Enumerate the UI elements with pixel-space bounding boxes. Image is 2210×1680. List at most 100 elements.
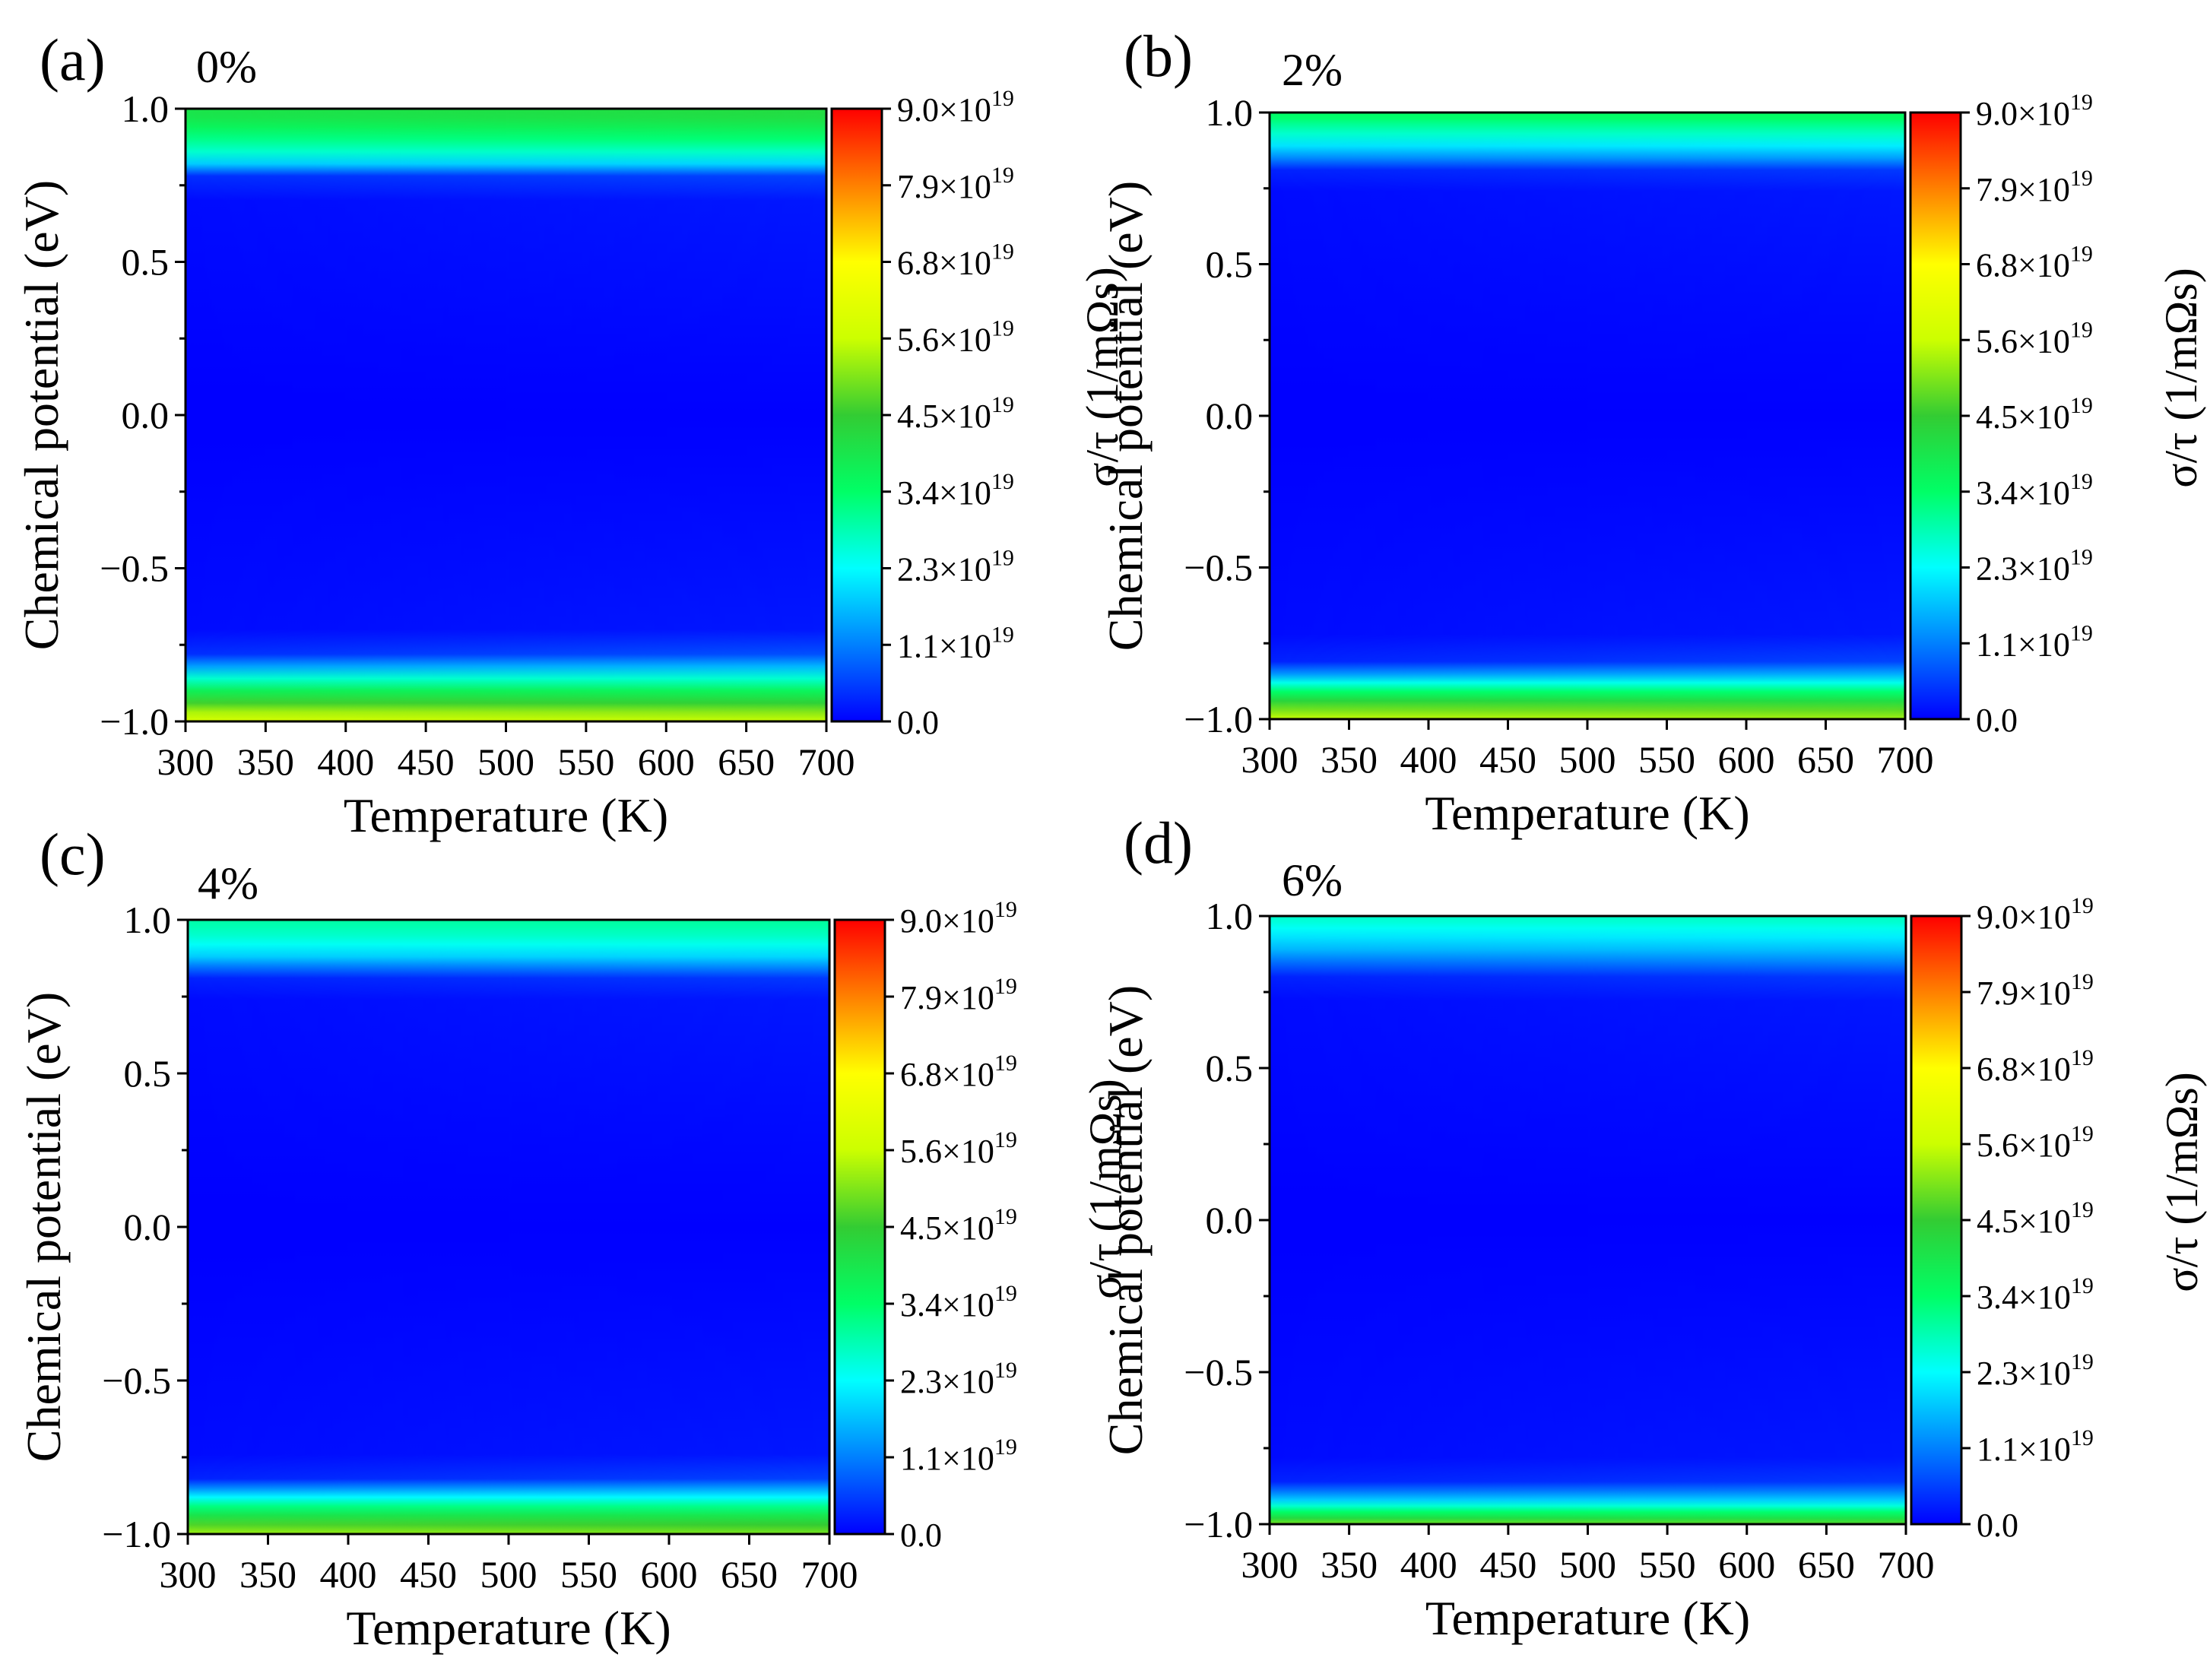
x-tick-label: 500 <box>477 740 534 783</box>
colorbar-tick-exponent: 19 <box>994 1051 1017 1076</box>
x-tick-label: 300 <box>1241 1543 1298 1586</box>
x-tick-label: 550 <box>1639 1543 1696 1586</box>
x-tick-label: 350 <box>1321 1543 1378 1586</box>
y-tick-label: −1.0 <box>1184 1503 1253 1545</box>
y-tick-label: 0.0 <box>124 1206 172 1248</box>
panel-c: (c) 4% 300 350 400 450 500 550 600 650 700 Temperat… <box>17 821 1130 1655</box>
colorbar-tick-label: 3.4×1019 <box>900 1281 1017 1323</box>
colorbar-tick-label: 0.0 <box>897 704 939 741</box>
colorbar-tick-exponent: 19 <box>994 1204 1017 1229</box>
colorbar-tick-label: 6.8×1019 <box>1976 242 2093 284</box>
y-axis-title: Chemical potential (eV) <box>14 180 68 650</box>
panel-a: (a) 0% 300 350 400 450 500 550 600 650 700 Temperat… <box>14 27 1127 842</box>
colorbar-tick-exponent: 19 <box>991 86 1014 111</box>
colorbar-tick-label: 9.0×1019 <box>1976 90 2093 132</box>
x-tick-label: 450 <box>1479 738 1536 781</box>
x-tick-label: 450 <box>398 740 455 783</box>
y-tick-label: −1.0 <box>102 1513 171 1555</box>
colorbar-title: σ/τ (1/mΩs) <box>1077 267 1127 487</box>
y-axis-title: Chemical potential (eV) <box>1099 985 1153 1455</box>
heatmap-field-700K <box>188 920 829 1534</box>
y-tick-label: 1.0 <box>1206 91 1254 134</box>
y-tick-label: 0.0 <box>122 394 170 436</box>
colorbar-tick-exponent: 19 <box>2071 893 2094 918</box>
colorbar-tick-exponent: 19 <box>991 622 1014 647</box>
colorbar-tick-label: 7.9×1019 <box>900 974 1017 1016</box>
colorbar-tick-label: 9.0×1019 <box>900 897 1017 940</box>
panel-label: (d) <box>1124 810 1193 876</box>
colorbar-title: σ/τ (1/mΩs) <box>2156 268 2206 487</box>
x-tick-label: 500 <box>1559 1543 1616 1586</box>
colorbar-tick-label: 2.3×1019 <box>1976 545 2093 588</box>
x-tick-label: 300 <box>157 740 214 783</box>
colorbar-tick-label: 1.1×1019 <box>1977 1425 2094 1468</box>
colorbar-tick-exponent: 19 <box>991 239 1014 265</box>
x-tick-label: 300 <box>160 1553 217 1596</box>
x-tick-label: 600 <box>638 740 695 783</box>
colorbar-tick-exponent: 19 <box>2070 242 2093 267</box>
colorbar-tick-label: 0.0 <box>1976 702 2018 739</box>
colorbar-tick-exponent: 19 <box>991 392 1014 417</box>
colorbar-tick-exponent: 19 <box>994 1434 1017 1460</box>
colorbar-tick-label: 1.1×1019 <box>900 1434 1017 1477</box>
colorbar-tick-label: 5.6×1019 <box>1976 317 2093 360</box>
y-tick-label: 0.0 <box>1206 1199 1254 1241</box>
colorbar-tick-label: 6.8×1019 <box>897 239 1014 282</box>
x-tick-label: 400 <box>317 740 374 783</box>
x-tick-label: 550 <box>557 740 614 783</box>
colorbar-tick-label: 5.6×1019 <box>897 315 1014 358</box>
colorbar-tick-label: 0.0 <box>1977 1507 2018 1544</box>
colorbar-tick-label: 9.0×1019 <box>897 86 1014 128</box>
colorbar-tick-label: 6.8×1019 <box>1977 1045 2094 1088</box>
heatmap-field-700K <box>185 109 826 721</box>
colorbar-tick-label: 5.6×1019 <box>900 1127 1017 1170</box>
y-axis-title: Chemical potential (eV) <box>17 992 71 1462</box>
x-axis-title: Temperature (K) <box>346 1601 671 1655</box>
y-tick-label: −0.5 <box>102 1359 171 1402</box>
colorbar-tick-label: 5.6×1019 <box>1977 1121 2094 1164</box>
y-tick-label: −0.5 <box>100 547 169 590</box>
y-tick-label: 0.0 <box>1206 395 1254 437</box>
x-tick-label: 600 <box>1718 738 1775 781</box>
x-tick-label: 650 <box>718 740 775 783</box>
colorbar-tick-label: 4.5×1019 <box>1977 1197 2094 1240</box>
colorbar-tick-label: 3.4×1019 <box>1977 1273 2094 1316</box>
colorbar-tick-exponent: 19 <box>994 1281 1017 1306</box>
x-tick-label: 550 <box>1638 738 1695 781</box>
panel-label: (b) <box>1124 23 1193 89</box>
y-tick-label: −0.5 <box>1184 547 1253 589</box>
colorbar-tick-exponent: 19 <box>2071 1045 2094 1070</box>
colorbar-tick-exponent: 19 <box>2070 620 2093 645</box>
y-tick-label: 1.0 <box>122 87 170 130</box>
colorbar-tick-label: 1.1×1019 <box>1976 620 2093 663</box>
panel-title: 0% <box>196 42 257 92</box>
colorbar-tick-exponent: 19 <box>2070 166 2093 191</box>
x-axis-title: Temperature (K) <box>1425 1591 1750 1645</box>
panel-title: 2% <box>1282 45 1343 95</box>
panel-label: (c) <box>40 821 106 887</box>
y-tick-label: −1.0 <box>1184 698 1253 740</box>
colorbar-tick-exponent: 19 <box>2071 969 2094 994</box>
colorbar-tick-label: 2.3×1019 <box>897 546 1014 588</box>
x-tick-label: 700 <box>798 740 855 783</box>
x-tick-label: 350 <box>1321 738 1378 781</box>
x-tick-label: 400 <box>1400 738 1457 781</box>
x-axis-title: Temperature (K) <box>1425 786 1749 840</box>
colorbar-tick-label: 2.3×1019 <box>1977 1349 2094 1392</box>
x-tick-label: 350 <box>239 1553 296 1596</box>
x-tick-label: 400 <box>320 1553 377 1596</box>
colorbar-tick-label: 7.9×1019 <box>1976 166 2093 208</box>
y-tick-label: 0.5 <box>1206 243 1254 286</box>
colorbar-tick-label: 6.8×1019 <box>900 1051 1017 1093</box>
y-tick-label: 1.0 <box>1206 895 1254 937</box>
colorbar-tick-exponent: 19 <box>991 469 1014 494</box>
colorbar-tick-label: 4.5×1019 <box>1976 393 2093 436</box>
x-tick-label: 500 <box>1559 738 1616 781</box>
x-tick-label: 700 <box>801 1553 858 1596</box>
panel-d: (d) 6% 300 350 400 450 500 550 600 650 700 Temperat… <box>1099 810 2207 1645</box>
x-tick-label: 400 <box>1400 1543 1457 1586</box>
colorbar-tick-label: 7.9×1019 <box>1977 969 2094 1012</box>
colorbar-tick-exponent: 19 <box>991 163 1014 188</box>
y-tick-label: 0.5 <box>122 241 170 284</box>
